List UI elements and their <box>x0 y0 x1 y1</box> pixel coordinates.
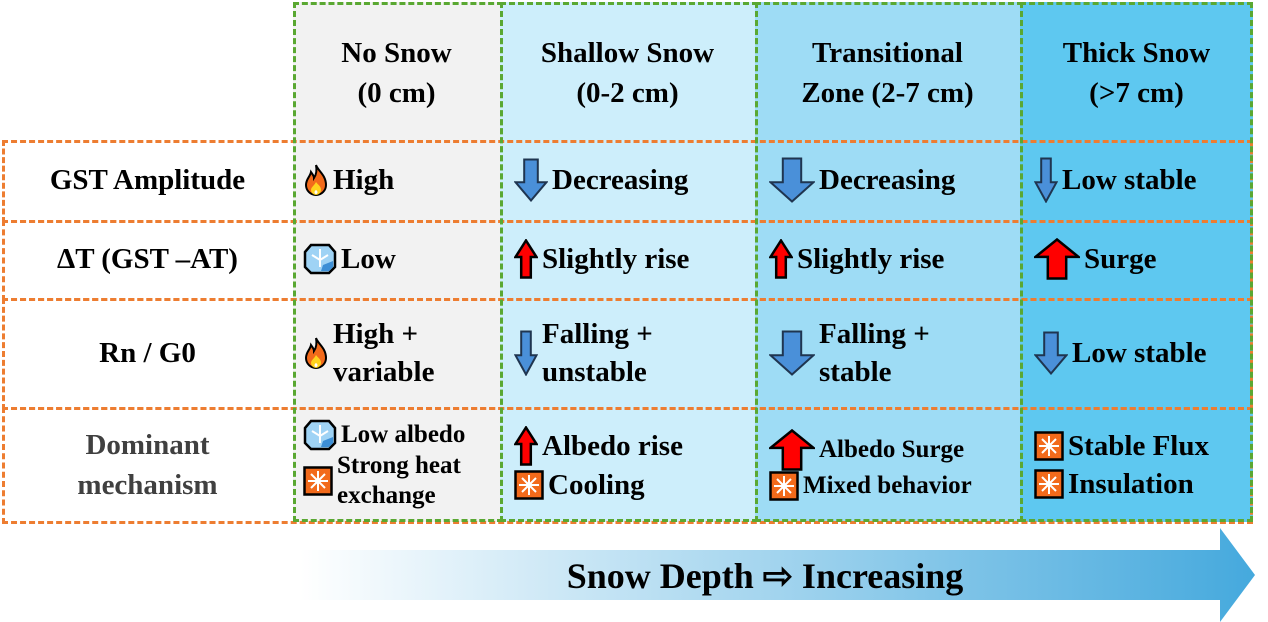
table-cell: Slightly rise <box>500 220 755 298</box>
cell-item: Cooling <box>514 466 755 504</box>
table-cell: Low albedo Strong heat exchange <box>293 407 500 522</box>
cell-item: Albedo rise <box>514 425 755 466</box>
cell-item: Strong heat exchange <box>303 451 500 511</box>
arrow-down-icon <box>1034 331 1068 375</box>
cell-item: High + variable <box>303 315 500 391</box>
cell-item: Decreasing <box>514 158 755 202</box>
cell-item: Low albedo <box>303 419 500 451</box>
cell-text: Falling + stable <box>819 317 930 388</box>
star-box-icon <box>514 469 544 500</box>
cell-text: Low stable <box>1072 336 1207 369</box>
arrow-down-icon <box>514 158 548 202</box>
cell-item: Mixed behavior <box>769 470 1020 501</box>
table-cell: Falling + unstable <box>500 298 755 407</box>
cell-item: Falling + stable <box>769 315 1020 391</box>
column-border <box>500 2 758 522</box>
ice-icon <box>303 243 337 275</box>
cell-text: Strong heat exchange <box>337 451 461 509</box>
fire-icon <box>303 163 329 197</box>
cell-text: Surge <box>1084 243 1157 275</box>
row-label: ΔT (GST –AT) <box>57 243 238 275</box>
column-border <box>1020 2 1253 522</box>
cell-text: Albedo Surge <box>819 435 965 463</box>
row-label: Dominant mechanism <box>77 428 218 501</box>
star-box-icon <box>769 470 799 501</box>
cell-text: Decreasing <box>552 164 689 196</box>
cell-text: Albedo rise <box>542 429 683 462</box>
header-no-snow: No Snow (0 cm) <box>341 36 452 109</box>
arrow-down-icon <box>769 157 815 203</box>
cell-text: Stable Flux <box>1068 429 1209 462</box>
cell-item: Decreasing <box>769 157 1020 203</box>
cell-item: Slightly rise <box>514 239 755 279</box>
row-label: Rn / G0 <box>99 336 196 369</box>
arrow-down-icon <box>1034 157 1058 203</box>
arrow-up-icon <box>769 239 793 279</box>
column-border <box>755 2 1023 522</box>
table-cell: Decreasing <box>755 140 1020 220</box>
table-cell: Decreasing <box>500 140 755 220</box>
snow-depth-arrow <box>300 528 1255 622</box>
column-border <box>293 2 503 522</box>
cell-item: Insulation <box>1034 465 1253 503</box>
arrow-down-icon <box>514 330 538 376</box>
arrow-down-icon <box>769 330 815 376</box>
table-cell: Albedo rise Cooling <box>500 407 755 522</box>
cell-text: High + variable <box>333 317 435 388</box>
fire-icon <box>303 336 329 370</box>
table-cell: Low stable <box>1020 140 1253 220</box>
cell-item: High <box>303 161 500 199</box>
star-box-icon <box>303 465 333 496</box>
arrow-up-icon <box>514 239 538 279</box>
table-cell: Surge <box>1020 220 1253 298</box>
cell-text: Low albedo <box>341 420 466 448</box>
cell-item: Stable Flux <box>1034 427 1253 465</box>
cell-item: Low stable <box>1034 157 1253 203</box>
table-cell: Falling + stable <box>755 298 1020 407</box>
cell-item: Low stable <box>1034 331 1253 375</box>
table-cell: Albedo Surge Mixed behavior <box>755 407 1020 522</box>
cell-text: Falling + unstable <box>542 317 653 388</box>
header-transitional: Transitional Zone (2-7 cm) <box>801 36 974 109</box>
snow-depth-label: Snow Depth ⇨ Increasing <box>566 556 964 596</box>
header-thick-snow: Thick Snow (>7 cm) <box>1062 36 1211 109</box>
cell-text: Slightly rise <box>542 243 690 275</box>
header-shallow-snow: Shallow Snow (0-2 cm) <box>540 36 715 109</box>
cell-text: Decreasing <box>819 164 956 196</box>
cell-item: Falling + unstable <box>514 315 755 391</box>
table-cell: Low <box>293 220 500 298</box>
cell-text: Low <box>341 243 396 275</box>
table-cell: Low stable <box>1020 298 1253 407</box>
cell-text: Cooling <box>548 468 645 501</box>
arrow-up-icon <box>769 428 815 471</box>
cell-item: Surge <box>1034 238 1253 280</box>
cell-item: Albedo Surge <box>769 428 1020 471</box>
cell-text: Low stable <box>1062 164 1197 196</box>
cell-text: Slightly rise <box>797 243 945 275</box>
table-cell: Stable Flux Insulation <box>1020 407 1253 522</box>
cell-text: Insulation <box>1068 467 1194 500</box>
column-bg-shallow <box>500 2 755 522</box>
arrow-up-icon <box>514 425 538 466</box>
cell-item: Slightly rise <box>769 239 1020 279</box>
arrow-up-icon <box>1034 238 1080 280</box>
ice-icon <box>303 419 337 451</box>
cell-item: Low <box>303 240 500 278</box>
table-cell: Slightly rise <box>755 220 1020 298</box>
cell-text: Mixed behavior <box>803 471 972 499</box>
row-label: GST Amplitude <box>49 164 246 196</box>
table-cell: High + variable <box>293 298 500 407</box>
cell-text: High <box>333 164 395 196</box>
star-box-icon <box>1034 468 1064 499</box>
star-box-icon <box>1034 430 1064 461</box>
table-cell: High <box>293 140 500 220</box>
